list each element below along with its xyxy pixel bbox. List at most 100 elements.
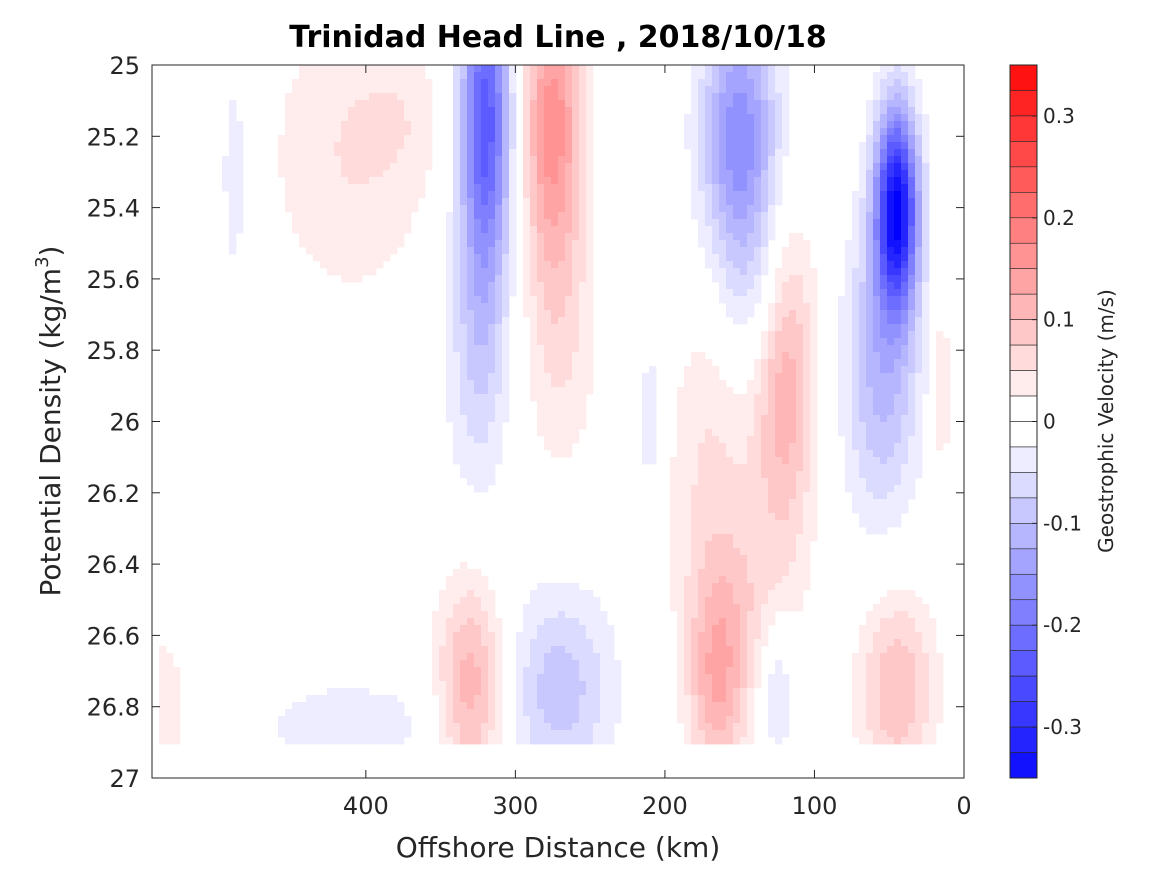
- contour-cell: [733, 100, 741, 108]
- contour-cell: [782, 583, 790, 591]
- contour-cell: [761, 247, 769, 255]
- colorbar-block: [1009, 217, 1038, 244]
- plot-area: 400 300 200 100 0 2525.225.425.625.82626.226…: [87, 52, 972, 820]
- contour-cell: [880, 436, 888, 444]
- contour-cell: [649, 401, 657, 409]
- contour-cell: [586, 723, 594, 731]
- contour-cell: [698, 604, 706, 612]
- contour-cell: [320, 261, 328, 269]
- contour-cell: [894, 464, 902, 472]
- contour-cell: [166, 688, 174, 696]
- contour-cell: [698, 618, 706, 626]
- contour-cell: [523, 205, 531, 213]
- contour-cell: [474, 583, 482, 591]
- contour-cell: [901, 492, 909, 500]
- contour-cell: [852, 723, 860, 731]
- contour-cell: [796, 380, 804, 388]
- contour-cell: [852, 205, 860, 213]
- contour-cell: [481, 730, 489, 738]
- contour-cell: [446, 625, 454, 633]
- contour-cell: [579, 163, 587, 171]
- contour-cell: [467, 254, 475, 262]
- contour-cell: [348, 163, 356, 171]
- contour-cell: [495, 254, 503, 262]
- contour-cell: [488, 93, 496, 101]
- contour-cell: [768, 576, 776, 584]
- contour-cell: [810, 534, 818, 542]
- contour-cell: [908, 79, 916, 87]
- contour-cell: [747, 254, 755, 262]
- contour-cell: [376, 233, 384, 241]
- contour-cell: [775, 401, 783, 409]
- contour-cell: [726, 464, 734, 472]
- contour-cell: [579, 422, 587, 430]
- contour-cell: [362, 702, 370, 710]
- contour-cell: [880, 716, 888, 724]
- contour-cell: [488, 303, 496, 311]
- contour-cell: [495, 415, 503, 423]
- contour-cell: [705, 457, 713, 465]
- contour-cell: [530, 352, 538, 360]
- contour-cell: [418, 170, 426, 178]
- contour-cell: [537, 716, 545, 724]
- contour-cell: [859, 660, 867, 668]
- contour-cell: [859, 632, 867, 640]
- contour-cell: [166, 653, 174, 661]
- contour-cell: [733, 506, 741, 514]
- contour-cell: [530, 730, 538, 738]
- contour-cell: [873, 72, 881, 80]
- contour-cell: [754, 597, 762, 605]
- contour-cell: [586, 135, 594, 143]
- contour-cell: [733, 170, 741, 178]
- contour-cell: [579, 625, 587, 633]
- contour-cell: [551, 443, 559, 451]
- contour-cell: [579, 723, 587, 731]
- contour-cell: [712, 408, 720, 416]
- contour-cell: [726, 604, 734, 612]
- contour-cell: [411, 177, 419, 185]
- contour-cell: [460, 177, 468, 185]
- contour-cell: [565, 639, 573, 647]
- contour-cell: [873, 604, 881, 612]
- contour-cell: [383, 219, 391, 227]
- contour-cell: [719, 443, 727, 451]
- contour-cell: [768, 198, 776, 206]
- contour-cell: [698, 156, 706, 164]
- contour-cell: [383, 737, 391, 745]
- contour-cell: [446, 604, 454, 612]
- contour-cell: [845, 394, 853, 402]
- contour-cell: [719, 499, 727, 507]
- contour-cell: [579, 170, 587, 178]
- contour-cell: [880, 478, 888, 486]
- contour-cell: [565, 114, 573, 122]
- contour-cell: [698, 674, 706, 682]
- contour-cell: [348, 107, 356, 115]
- contour-cell: [236, 184, 244, 192]
- contour-cell: [887, 93, 895, 101]
- contour-cell: [684, 562, 692, 570]
- contour-cell: [873, 331, 881, 339]
- contour-cell: [705, 534, 713, 542]
- contour-cell: [768, 205, 776, 213]
- contour-cell: [453, 401, 461, 409]
- contour-cell: [509, 107, 517, 115]
- contour-cell: [565, 716, 573, 724]
- contour-cell: [810, 520, 818, 528]
- contour-cell: [691, 485, 699, 493]
- contour-cell: [159, 681, 167, 689]
- contour-cell: [936, 401, 944, 409]
- contour-cell: [558, 653, 566, 661]
- contour-cell: [726, 492, 734, 500]
- contour-cell: [740, 569, 748, 577]
- contour-cell: [390, 191, 398, 199]
- contour-cell: [411, 100, 419, 108]
- contour-cell: [796, 401, 804, 409]
- contour-cell: [523, 639, 531, 647]
- contour-cell: [922, 254, 930, 262]
- contour-cell: [558, 163, 566, 171]
- contour-cell: [509, 212, 517, 220]
- contour-cell: [537, 219, 545, 227]
- contour-cell: [530, 303, 538, 311]
- contour-cell: [593, 723, 601, 731]
- contour-cell: [166, 660, 174, 668]
